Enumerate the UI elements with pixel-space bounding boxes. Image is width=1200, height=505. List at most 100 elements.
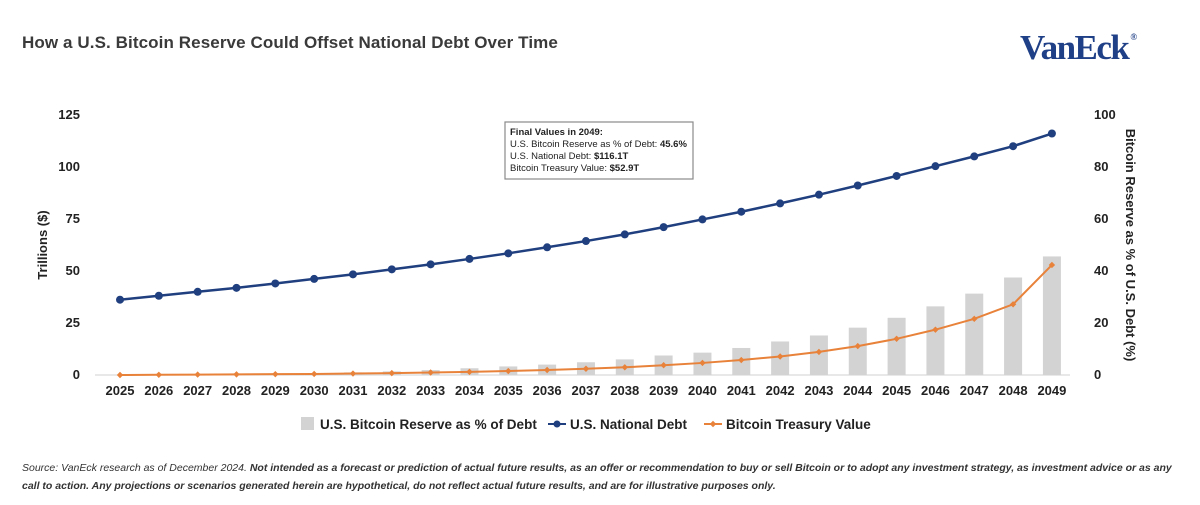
y-tick-label: 75: [66, 211, 80, 226]
bitcoin-treasury-point: [582, 365, 590, 372]
x-tick-label: 2037: [571, 383, 600, 398]
y2-tick-label: 40: [1094, 263, 1108, 278]
x-tick-label: 2048: [999, 383, 1028, 398]
annotation-heading: Final Values in 2049:: [510, 127, 603, 138]
x-tick-label: 2030: [300, 383, 329, 398]
national-debt-point: [543, 243, 552, 252]
bitcoin-treasury-point: [1048, 261, 1056, 269]
bitcoin-treasury-point: [1009, 301, 1017, 308]
x-tick-label: 2035: [494, 383, 523, 398]
legend-marker-debt: [553, 420, 561, 428]
national-debt-point: [387, 265, 396, 274]
bitcoin-treasury-point: [427, 369, 434, 376]
legend-label-btc: Bitcoin Treasury Value: [726, 417, 871, 432]
reserve-pct-bar: [809, 335, 828, 375]
bitcoin-treasury-point: [932, 326, 939, 333]
legend-swatch-reserve: [301, 417, 314, 430]
x-tick-label: 2038: [610, 383, 639, 398]
national-debt-point: [232, 283, 241, 292]
y-tick-label: 0: [73, 367, 80, 382]
annotation-line: U.S. Bitcoin Reserve as % of Debt: 45.6%: [510, 139, 687, 150]
bitcoin-treasury-point: [194, 371, 201, 378]
national-debt-point: [116, 295, 124, 304]
x-tick-label: 2033: [416, 383, 445, 398]
national-debt-point: [271, 279, 280, 288]
x-tick-label: 2046: [921, 383, 950, 398]
bitcoin-treasury-point: [660, 362, 667, 369]
footnote: Source: VanEck research as of December 2…: [22, 459, 1172, 495]
bitcoin-treasury-point: [699, 359, 706, 367]
bitcoin-treasury-point: [310, 370, 318, 378]
annotation-line: Bitcoin Treasury Value: $52.9T: [510, 163, 639, 174]
bitcoin-treasury-point: [621, 364, 628, 371]
bitcoin-treasury-point: [505, 367, 512, 375]
logo-text: VanEck: [1020, 28, 1130, 67]
x-tick-label: 2028: [222, 383, 251, 398]
y2-tick-label: 80: [1094, 159, 1108, 174]
bitcoin-treasury-point: [349, 370, 357, 377]
x-tick-label: 2032: [377, 383, 406, 398]
bitcoin-treasury-line: [119, 264, 1053, 376]
x-tick-label: 2040: [688, 383, 717, 398]
x-tick-label: 2029: [261, 383, 290, 398]
legend-marker-btc: [709, 420, 717, 428]
national-debt-point: [698, 215, 707, 224]
footnote-source: Source: VanEck research as of December 2…: [22, 462, 247, 474]
y-tick-label: 25: [66, 315, 80, 330]
x-tick-label: 2031: [339, 383, 368, 398]
y-axis-title: Trillions ($): [35, 210, 50, 279]
x-tick-label: 2026: [144, 383, 173, 398]
national-debt-point: [776, 199, 785, 208]
y2-tick-label: 100: [1094, 107, 1116, 122]
chart-title: How a U.S. Bitcoin Reserve Could Offset …: [22, 33, 558, 52]
y2-tick-label: 20: [1094, 315, 1108, 330]
national-debt-point: [659, 223, 668, 232]
bitcoin-treasury-point: [815, 348, 823, 356]
national-debt-point: [1009, 142, 1018, 151]
reserve-pct-bar: [926, 306, 945, 375]
national-debt-point: [737, 207, 746, 216]
bitcoin-treasury-point: [971, 315, 978, 323]
national-debt-point: [581, 237, 590, 246]
x-tick-label: 2045: [882, 383, 911, 398]
reserve-pct-bar: [965, 293, 984, 375]
legend-label-reserve: U.S. Bitcoin Reserve as % of Debt: [320, 417, 537, 432]
bitcoin-treasury-point: [543, 366, 551, 374]
national-debt-point: [814, 190, 823, 199]
y2-axis-title: Bitcoin Reserve as % of U.S. Debt (%): [1123, 129, 1138, 362]
national-debt-point: [892, 171, 901, 180]
national-debt-point: [348, 270, 357, 279]
x-tick-label: 2047: [960, 383, 989, 398]
x-tick-label: 2039: [649, 383, 678, 398]
bitcoin-treasury-point: [155, 371, 163, 378]
bitcoin-treasury-point: [388, 369, 396, 377]
reserve-pct-bar: [848, 327, 867, 375]
vaneck-logo: VanEck ®: [1020, 28, 1137, 68]
y2-tick-label: 60: [1094, 211, 1108, 226]
bitcoin-treasury-point: [738, 356, 745, 364]
national-debt-point: [853, 181, 862, 190]
x-tick-label: 2036: [533, 383, 562, 398]
bitcoin-treasury-point: [272, 370, 279, 378]
x-tick-label: 2041: [727, 383, 756, 398]
bitcoin-treasury-point: [233, 371, 240, 378]
reserve-pct-bar: [887, 317, 906, 375]
x-tick-label: 2043: [804, 383, 833, 398]
annotation-line: U.S. National Debt: $116.1T: [510, 151, 629, 162]
national-debt-point: [426, 260, 435, 269]
bitcoin-treasury-point: [854, 342, 861, 350]
x-tick-label: 2049: [1037, 383, 1066, 398]
y-tick-label: 50: [66, 263, 80, 278]
bitcoin-treasury-point: [893, 335, 900, 343]
x-tick-label: 2042: [766, 383, 795, 398]
reserve-pct-bar: [1042, 256, 1061, 375]
national-debt-point: [620, 230, 629, 239]
annotation-box: [504, 121, 694, 180]
national-debt-point: [1047, 129, 1056, 138]
national-debt-point: [193, 287, 202, 296]
y-tick-label: 125: [58, 107, 80, 122]
x-tick-label: 2025: [106, 383, 135, 398]
reserve-pct-bar: [1004, 277, 1023, 375]
national-debt-point: [465, 254, 474, 263]
